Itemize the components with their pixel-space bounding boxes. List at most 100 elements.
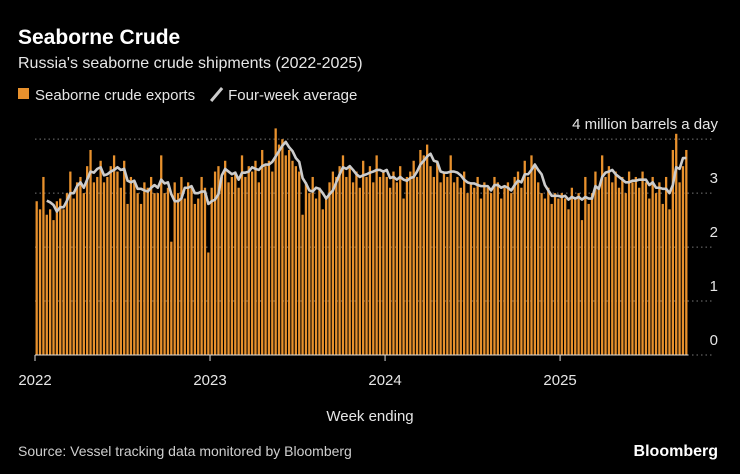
bar xyxy=(547,187,550,355)
bar xyxy=(92,182,96,355)
bar xyxy=(153,193,156,355)
chart-subtitle: Russia's seaborne crude shipments (2022-… xyxy=(18,55,363,72)
bar xyxy=(321,209,324,355)
plot-area: 2022 2023 2024 2025 xyxy=(18,128,688,389)
bar xyxy=(607,166,611,355)
bar xyxy=(530,155,533,355)
bar xyxy=(661,203,664,355)
bar xyxy=(136,193,139,355)
bar xyxy=(129,176,133,355)
bar xyxy=(82,193,85,355)
bar xyxy=(264,166,267,355)
bar xyxy=(170,241,173,355)
bar xyxy=(267,160,271,355)
bar xyxy=(590,193,594,355)
bar xyxy=(294,166,298,355)
bar xyxy=(230,176,234,355)
bar xyxy=(234,171,237,355)
bar xyxy=(261,149,264,355)
bar xyxy=(254,160,257,355)
bar xyxy=(570,187,574,355)
bar xyxy=(553,193,557,355)
bar xyxy=(143,182,146,355)
bar xyxy=(617,187,621,355)
bar xyxy=(456,176,459,355)
bar xyxy=(587,203,590,355)
bar xyxy=(42,176,45,355)
bar xyxy=(638,187,641,355)
bar xyxy=(513,176,516,355)
bar xyxy=(335,176,338,355)
x-axis-label: Week ending xyxy=(326,408,413,425)
bar xyxy=(375,155,378,355)
bar xyxy=(611,182,614,355)
bar xyxy=(200,176,203,355)
bar xyxy=(180,176,183,355)
bar xyxy=(59,198,62,355)
bar xyxy=(567,209,570,355)
bar xyxy=(69,171,72,355)
bar xyxy=(621,176,624,355)
bar xyxy=(99,160,102,355)
bar xyxy=(126,203,129,355)
bar xyxy=(483,182,486,355)
bar xyxy=(533,166,536,355)
bar xyxy=(479,198,483,355)
bar xyxy=(597,187,600,355)
bar xyxy=(436,160,439,355)
bar xyxy=(257,182,260,355)
bar xyxy=(163,193,166,355)
bar xyxy=(473,187,476,355)
bar xyxy=(79,176,82,355)
bar xyxy=(368,166,372,355)
bar xyxy=(452,182,456,355)
bar xyxy=(402,198,405,355)
bar xyxy=(119,187,122,355)
bar xyxy=(274,128,277,355)
bar xyxy=(207,252,210,355)
bar xyxy=(224,160,227,355)
bar xyxy=(281,139,284,355)
bar xyxy=(503,187,506,355)
bar xyxy=(486,187,489,355)
bar xyxy=(489,193,493,355)
bar xyxy=(537,182,540,355)
bar xyxy=(614,171,617,355)
bar xyxy=(388,187,392,355)
bar xyxy=(133,182,136,355)
y-tick-label: 1 xyxy=(710,278,718,295)
brand-logo: Bloomberg xyxy=(634,443,718,460)
x-tick-label: 2022 xyxy=(18,372,51,389)
bar xyxy=(520,187,523,355)
bar xyxy=(439,182,442,355)
bar xyxy=(35,201,38,355)
bar xyxy=(580,220,584,355)
bar xyxy=(109,166,112,355)
bar xyxy=(604,176,607,355)
bar xyxy=(500,198,503,355)
bar xyxy=(634,176,637,355)
bar xyxy=(102,182,106,355)
bar xyxy=(476,176,479,355)
bar xyxy=(197,198,200,355)
bar xyxy=(328,182,331,355)
bar xyxy=(183,198,186,355)
bar xyxy=(338,166,341,355)
bar xyxy=(149,176,153,355)
bar xyxy=(382,171,385,355)
x-tick-label: 2025 xyxy=(543,372,576,389)
bar xyxy=(287,149,291,355)
bar xyxy=(654,193,658,355)
bar xyxy=(362,160,365,355)
bar xyxy=(641,171,644,355)
legend: Seaborne crude exports Four-week average xyxy=(18,87,357,104)
y-tick-label: 0 xyxy=(710,332,718,349)
bar xyxy=(685,149,688,355)
y-tick-label: 4 million barrels a day xyxy=(572,116,718,133)
bar xyxy=(116,171,119,355)
bar xyxy=(220,176,223,355)
bar xyxy=(160,155,163,355)
bar xyxy=(325,198,328,355)
bar xyxy=(210,187,213,355)
bar xyxy=(365,176,368,355)
